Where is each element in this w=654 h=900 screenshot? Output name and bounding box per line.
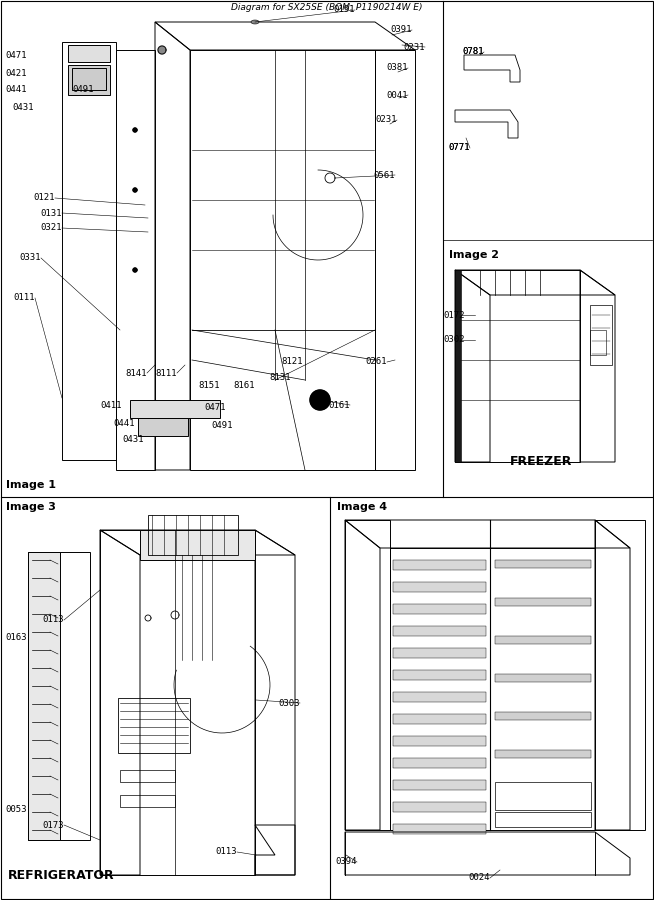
Text: 0121: 0121: [33, 194, 54, 202]
Bar: [393, 802, 486, 812]
Bar: [455, 270, 461, 462]
Text: 0331: 0331: [19, 254, 41, 263]
Text: 0561: 0561: [373, 170, 394, 179]
Bar: [393, 604, 486, 614]
Text: 0261: 0261: [365, 357, 387, 366]
Bar: [120, 795, 175, 807]
Text: 8141: 8141: [125, 368, 146, 377]
Text: 0321: 0321: [40, 223, 61, 232]
Text: 0231: 0231: [375, 115, 396, 124]
Text: Image 3: Image 3: [6, 502, 56, 512]
Text: 0391: 0391: [390, 25, 411, 34]
Text: REFRIGERATOR: REFRIGERATOR: [8, 869, 114, 882]
Text: 8151: 8151: [198, 381, 220, 390]
Bar: [72, 68, 106, 90]
Text: 0491: 0491: [72, 86, 94, 94]
Text: 0161: 0161: [328, 400, 349, 410]
Text: 0113: 0113: [42, 616, 63, 625]
Polygon shape: [28, 552, 60, 840]
Text: 0173: 0173: [42, 821, 63, 830]
Polygon shape: [310, 390, 330, 410]
Bar: [495, 782, 591, 810]
Polygon shape: [133, 268, 137, 272]
Bar: [495, 560, 591, 568]
Text: 0771: 0771: [448, 143, 470, 152]
Text: 0041: 0041: [386, 91, 407, 100]
Bar: [590, 330, 606, 355]
Polygon shape: [140, 530, 255, 560]
Text: 8121: 8121: [281, 357, 303, 366]
Text: 0394: 0394: [335, 858, 356, 867]
Text: Diagram for SX25SE (BOM: P1190214W E): Diagram for SX25SE (BOM: P1190214W E): [232, 3, 422, 12]
Bar: [495, 812, 591, 827]
Text: Image 4: Image 4: [337, 502, 387, 512]
Text: 0491: 0491: [211, 420, 233, 429]
Text: 0431: 0431: [122, 436, 143, 445]
Text: 0111: 0111: [13, 293, 35, 302]
Bar: [118, 698, 190, 753]
Text: 0302: 0302: [443, 336, 464, 345]
Text: 0024: 0024: [468, 874, 489, 883]
Bar: [495, 598, 591, 606]
Bar: [393, 582, 486, 592]
Bar: [393, 758, 486, 768]
Text: 0231: 0231: [403, 42, 424, 51]
Text: 0471: 0471: [5, 50, 27, 59]
Polygon shape: [133, 128, 137, 132]
Text: 0441: 0441: [113, 418, 135, 427]
Bar: [148, 515, 238, 555]
Bar: [393, 648, 486, 658]
Bar: [495, 674, 591, 682]
Bar: [393, 670, 486, 680]
Bar: [393, 824, 486, 834]
Bar: [495, 636, 591, 644]
Text: 0411: 0411: [100, 400, 122, 410]
Text: 0113: 0113: [215, 848, 237, 857]
Bar: [590, 305, 612, 365]
Text: Image 1: Image 1: [6, 480, 56, 490]
Bar: [138, 418, 188, 436]
Bar: [393, 736, 486, 746]
Ellipse shape: [251, 20, 259, 24]
Text: 0441: 0441: [5, 86, 27, 94]
Text: 0781: 0781: [462, 48, 483, 57]
Text: Image 2: Image 2: [449, 250, 499, 260]
Text: FREEZER: FREEZER: [510, 455, 572, 468]
Bar: [393, 714, 486, 724]
Text: 0381: 0381: [386, 64, 407, 73]
Text: 0421: 0421: [5, 68, 27, 77]
Bar: [120, 770, 175, 782]
Text: 0191: 0191: [333, 5, 354, 14]
Text: 0431: 0431: [12, 103, 33, 112]
Text: 0471: 0471: [204, 403, 226, 412]
Bar: [393, 692, 486, 702]
Text: 0163: 0163: [5, 634, 27, 643]
Text: 0781: 0781: [462, 48, 483, 57]
Text: 8111: 8111: [155, 368, 177, 377]
Text: 8131: 8131: [269, 373, 290, 382]
Text: 0303: 0303: [278, 698, 300, 707]
Polygon shape: [158, 46, 166, 54]
Polygon shape: [133, 188, 137, 192]
Polygon shape: [68, 45, 110, 62]
Bar: [393, 626, 486, 636]
Bar: [393, 780, 486, 790]
Text: 0771: 0771: [448, 143, 470, 152]
Polygon shape: [68, 65, 110, 95]
Bar: [495, 750, 591, 758]
Polygon shape: [130, 400, 220, 418]
Text: 0172: 0172: [443, 310, 464, 320]
Text: 0131: 0131: [40, 209, 61, 218]
Text: 8161: 8161: [233, 381, 254, 390]
Bar: [495, 712, 591, 720]
Bar: [393, 560, 486, 570]
Text: 0053: 0053: [5, 806, 27, 814]
